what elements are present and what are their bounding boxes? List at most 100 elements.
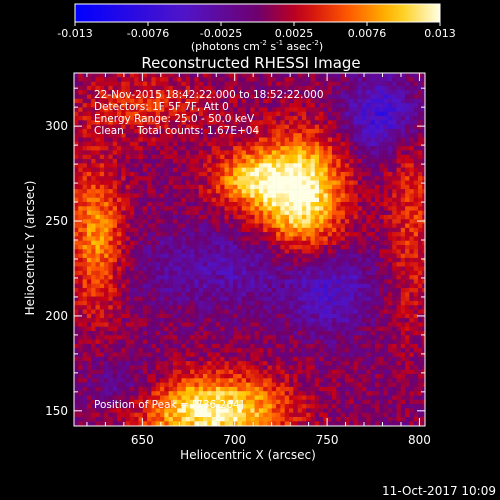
colorbar-tick-label: -0.0076 [127,27,169,40]
heatmap-cell [129,240,135,246]
heatmap-cell [142,292,148,297]
heatmap-cell [198,111,204,117]
heatmap-cell [362,103,367,108]
heatmap-cell [185,128,191,134]
heatmap-cell [198,210,204,216]
heatmap-cell [400,296,406,302]
heatmap-cell [78,279,83,284]
heatmap-cell [297,98,303,104]
heatmap-cell [284,253,290,259]
heatmap-cell [220,128,225,134]
heatmap-cell [246,103,251,108]
heatmap-cell [168,103,174,108]
heatmap-cell [151,193,156,198]
heatmap-cell [142,90,148,95]
heatmap-cell [387,197,393,203]
heatmap-cell [215,331,221,336]
heatmap-cell [314,283,320,289]
heatmap-cell [323,257,328,263]
heatmap-cell [117,279,122,284]
heatmap-cell [314,133,320,138]
heatmap-cell [168,193,174,198]
heatmap-cell [108,150,113,155]
heatmap-cell [418,326,423,332]
heatmap-cell [280,305,285,310]
heatmap-cell [78,326,83,332]
heatmap-cell [405,77,410,82]
heatmap-cell [82,270,88,276]
heatmap-cell [95,214,101,220]
heatmap-cell [319,296,324,302]
heatmap-cell [392,223,397,229]
heatmap-cell [181,184,187,190]
heatmap-cell [387,206,393,211]
heatmap-cell [297,283,303,289]
heatmap-cell [207,146,212,151]
heatmap-cell [293,146,298,151]
heatmap-cell [323,197,328,203]
heatmap-cell [340,232,346,237]
heatmap-cell [370,232,376,237]
heatmap-cell [362,292,367,297]
heatmap-cell [271,227,277,233]
heatmap-cell [306,279,311,284]
heatmap-cell [211,300,217,306]
heatmap-cell [340,313,346,319]
heatmap-cell [233,137,238,143]
heatmap-cell [112,141,118,147]
heatmap-cell [340,202,346,207]
heatmap-cell [117,90,122,95]
heatmap-cell [228,176,234,181]
heatmap-cell [117,223,122,229]
heatmap-cell [190,210,195,216]
heatmap-cell [319,279,324,284]
heatmap-cell [74,214,79,220]
heatmap-cell [172,73,178,78]
heatmap-cell [108,292,113,297]
heatmap-cell [86,245,92,250]
heatmap-cell [220,163,225,168]
heatmap-cell [258,171,264,177]
heatmap-cell [86,223,92,229]
heatmap-cell [284,309,290,315]
heatmap-cell [177,146,182,151]
heatmap-cell [409,219,414,224]
heatmap-cell [263,270,268,276]
heatmap-cell [151,232,156,237]
heatmap-cell [211,120,217,125]
heatmap-cell [271,133,277,138]
heatmap-cell [147,214,152,220]
heatmap-cell [289,322,294,327]
heatmap-cell [327,116,333,121]
heatmap-cell [314,257,320,263]
heatmap-cell [147,296,152,302]
heatmap-cell [160,202,165,207]
heatmap-cell [349,171,354,177]
heatmap-cell [254,85,260,91]
heatmap-cell [413,184,419,190]
heatmap-cell [160,94,165,100]
heatmap-cell [293,141,298,147]
heatmap-cell [224,98,230,104]
heatmap-cell [366,189,371,194]
heatmap-cell [203,141,208,147]
heatmap-cell [344,85,350,91]
heatmap-cell [293,219,298,224]
heatmap-cell [112,189,118,194]
heatmap-cell [172,189,178,194]
heatmap-cell [357,322,363,327]
heatmap-cell [267,206,273,211]
heatmap-cell [400,240,406,246]
heatmap-cell [147,223,152,229]
heatmap-cell [267,116,273,121]
heatmap-cell [99,322,105,327]
heatmap-cell [396,90,402,95]
heatmap-cell [117,270,122,276]
heatmap-cell [310,253,316,259]
heatmap-cell [82,206,88,211]
heatmap-cell [117,180,122,186]
heatmap-cell [409,150,414,155]
heatmap-cell [185,189,191,194]
heatmap-cell [181,236,187,241]
heatmap-cell [310,159,316,164]
